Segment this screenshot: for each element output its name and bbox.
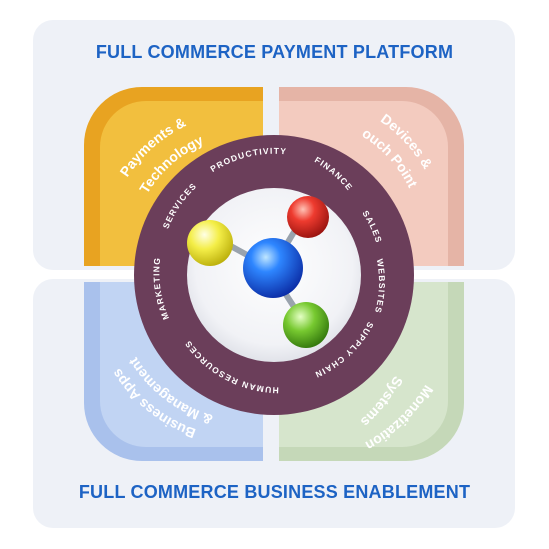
- center-sphere: [243, 238, 303, 298]
- platform-title: FULL COMMERCE PAYMENT PLATFORM: [95, 42, 454, 62]
- red-sphere: [287, 196, 329, 238]
- enablement-title: FULL COMMERCE BUSINESS ENABLEMENT: [78, 482, 471, 502]
- green-sphere: [283, 302, 329, 348]
- yellow-sphere: [187, 220, 233, 266]
- molecule-icon: [187, 196, 329, 348]
